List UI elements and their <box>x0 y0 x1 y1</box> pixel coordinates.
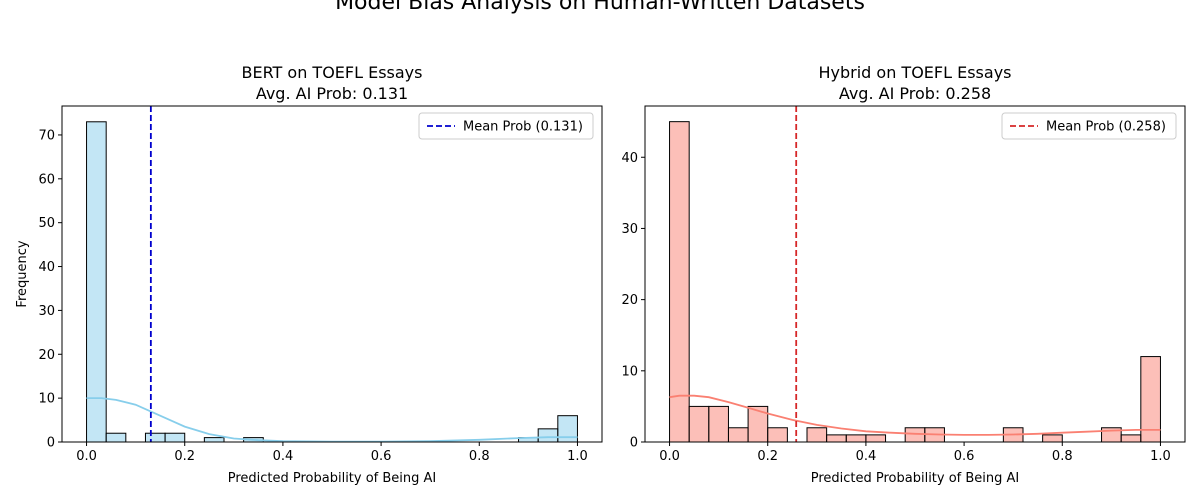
legend-box <box>1001 112 1177 140</box>
histogram-bar <box>767 427 788 443</box>
x-tick-label: 0.6 <box>371 449 392 464</box>
y-tick-label: 50 <box>38 216 55 231</box>
hybrid-histogram-panel: Hybrid on TOEFL Essays Avg. AI Prob: 0.25… <box>621 63 1186 486</box>
axes-frame <box>644 105 1186 443</box>
y-tick-label: 20 <box>38 348 55 363</box>
x-tick-label: 1.0 <box>1150 449 1171 464</box>
histogram-bar <box>669 121 690 443</box>
kde-curve <box>86 397 578 443</box>
x-axis-label: Predicted Probability of Being AI <box>228 471 437 486</box>
histogram-bar <box>144 432 166 443</box>
histogram-bar <box>105 432 127 443</box>
legend: Mean Prob (0.131) <box>418 112 594 140</box>
histogram-bar <box>537 428 559 443</box>
histogram-bar <box>806 427 828 443</box>
y-tick-label: 0 <box>630 436 638 451</box>
histogram-bar <box>203 437 225 443</box>
y-axis-label: Frequency <box>15 240 30 307</box>
histogram-bar <box>1120 434 1142 443</box>
y-tick-label: 30 <box>38 304 55 319</box>
x-tick-label: 0.0 <box>659 449 680 464</box>
histogram-bar <box>727 427 749 443</box>
y-tick-label: 40 <box>38 260 55 275</box>
x-tick-label: 0.4 <box>856 449 877 464</box>
y-tick-label: 40 <box>621 151 638 166</box>
histogram-bar <box>688 405 710 443</box>
histogram-bar <box>164 432 186 443</box>
x-tick-label: 0.0 <box>76 449 97 464</box>
panel-subtitle: Avg. AI Prob: 0.258 <box>839 84 991 103</box>
x-tick-label: 0.2 <box>757 449 778 464</box>
y-tick-label: 10 <box>621 364 638 379</box>
y-tick-label: 60 <box>38 172 55 187</box>
panel-subtitle: Avg. AI Prob: 0.131 <box>256 84 408 103</box>
legend-label: Mean Prob (0.131) <box>463 120 583 135</box>
x-tick-label: 0.8 <box>469 449 490 464</box>
y-tick-label: 10 <box>38 392 55 407</box>
bert-histogram-panel: BERT on TOEFL Essays Avg. AI Prob: 0.131 0… <box>15 63 603 486</box>
x-axis-label: Predicted Probability of Being AI <box>811 471 1020 486</box>
y-tick-label: 20 <box>621 293 638 308</box>
y-tick-label: 0 <box>47 436 55 451</box>
panel-title: Hybrid on TOEFL Essays <box>818 63 1011 82</box>
x-tick-label: 1.0 <box>567 449 588 464</box>
histogram-bar <box>826 434 847 443</box>
histogram-bar <box>865 434 887 443</box>
figure-title: Model Bias Analysis on Human-Written Dat… <box>335 0 865 15</box>
panel-title: BERT on TOEFL Essays <box>242 63 423 82</box>
kde-curve <box>669 394 1161 436</box>
x-tick-label: 0.8 <box>1052 449 1073 464</box>
y-tick-label: 70 <box>38 128 55 143</box>
y-tick-label: 30 <box>621 222 638 237</box>
histogram-bar <box>708 405 729 443</box>
histogram-bar <box>845 434 867 443</box>
axes-frame <box>61 105 603 443</box>
x-tick-label: 0.2 <box>174 449 195 464</box>
legend-label: Mean Prob (0.258) <box>1046 120 1166 135</box>
x-tick-label: 0.4 <box>273 449 294 464</box>
legend: Mean Prob (0.258) <box>1001 112 1177 140</box>
histogram-bar <box>1042 434 1063 443</box>
histogram-bar <box>86 121 107 443</box>
legend-box <box>418 112 594 140</box>
x-tick-label: 0.6 <box>954 449 975 464</box>
